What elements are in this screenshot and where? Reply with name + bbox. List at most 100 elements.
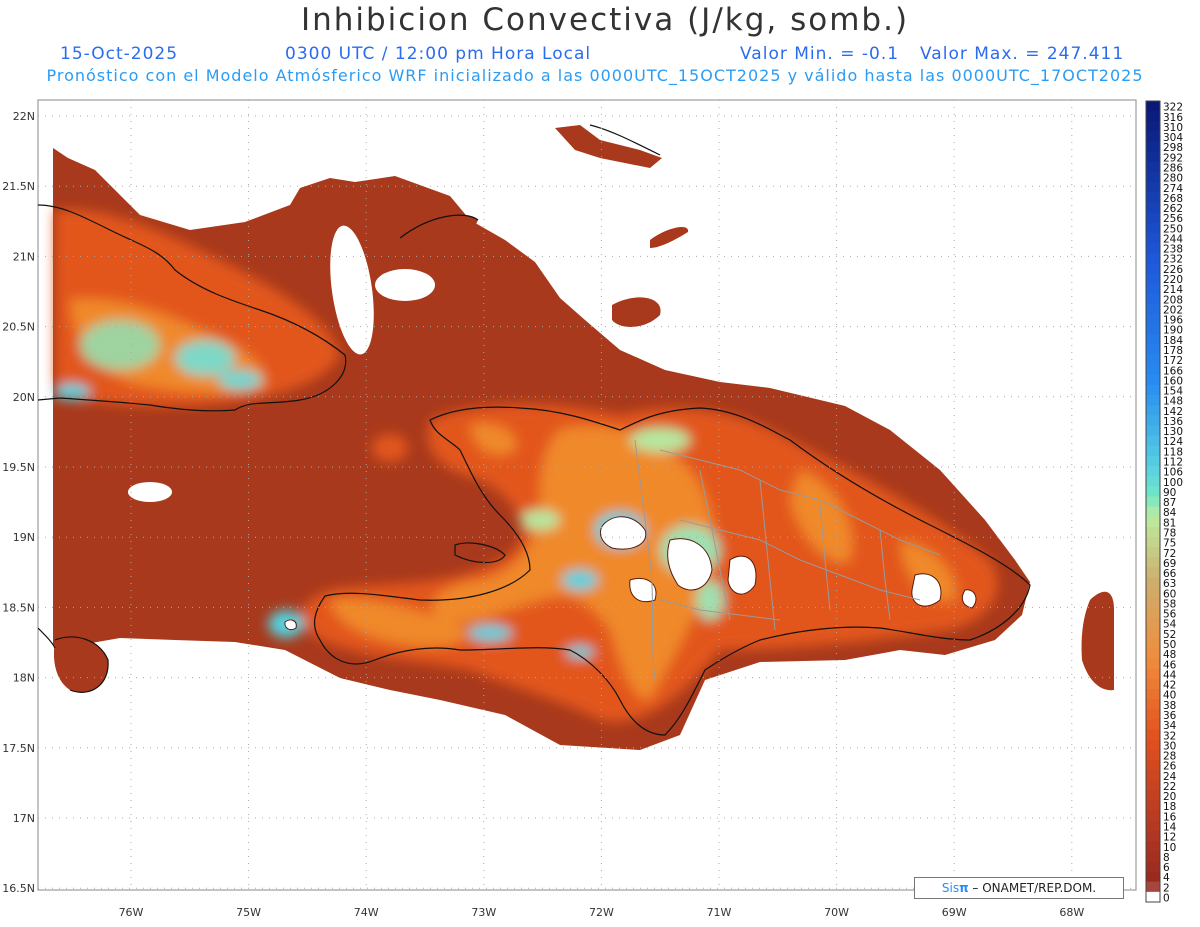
colorbar-swatch	[1146, 324, 1160, 335]
colorbar-label: 42	[1163, 680, 1176, 692]
colorbar-label: 112	[1163, 457, 1183, 469]
colorbar-label: 124	[1163, 436, 1183, 448]
colorbar-swatch	[1146, 607, 1160, 619]
colorbar-swatch	[1146, 881, 1160, 893]
colorbar-label: 244	[1163, 233, 1183, 245]
colorbar-swatch	[1146, 628, 1160, 639]
colorbar-swatch	[1146, 506, 1160, 518]
colorbar: 3223163103042982922862802742682622562502…	[1145, 100, 1183, 905]
colorbar-swatch	[1146, 182, 1160, 193]
lon-label: 76W	[119, 906, 144, 919]
colorbar-swatch	[1146, 800, 1160, 812]
lat-label: 19.5N	[2, 461, 35, 474]
forecast-time: 0300 UTC / 12:00 pm Hora Local	[285, 44, 592, 64]
colorbar-label: 18	[1163, 801, 1176, 813]
colorbar-label: 8	[1163, 852, 1170, 864]
lon-label: 72W	[589, 906, 614, 919]
colorbar-label: 298	[1163, 142, 1183, 154]
colorbar-swatch	[1146, 638, 1160, 650]
colorbar-label: 232	[1163, 254, 1183, 266]
field-white-7	[961, 589, 977, 609]
colorbar-label: 0	[1163, 893, 1170, 905]
field-white-5	[629, 577, 657, 603]
colorbar-swatch	[1146, 648, 1160, 660]
colorbar-swatch	[1146, 425, 1160, 437]
colorbar-swatch	[1146, 435, 1160, 447]
colorbar-swatch	[1146, 678, 1160, 690]
min-value: Valor Min. = -0.1	[740, 44, 900, 64]
colorbar-label: 66	[1163, 568, 1177, 580]
colorbar-label: 78	[1163, 527, 1176, 539]
colorbar-swatch	[1146, 232, 1160, 244]
colorbar-label: 142	[1163, 406, 1183, 418]
colorbar-swatch	[1146, 273, 1160, 285]
colorbar-swatch	[1146, 364, 1160, 376]
colorbar-swatch	[1146, 192, 1160, 203]
colorbar-label: 190	[1163, 325, 1183, 337]
colorbar-swatch	[1146, 871, 1160, 883]
credit-box: Sisπ – ONAMET/REP.DOM.	[914, 877, 1124, 899]
lat-label: 17.5N	[2, 742, 35, 755]
colorbar-label: 87	[1163, 497, 1176, 509]
colorbar-swatch	[1146, 861, 1160, 873]
colorbar-label: 256	[1163, 213, 1183, 225]
lat-lon-grid: 22N 21.5N 21N 20.5N 20N 19.5N 19N 18.5N 18N 17.5N…	[2, 100, 1136, 919]
colorbar-label: 48	[1163, 649, 1176, 661]
colorbar-swatch	[1146, 557, 1160, 568]
colorbar-swatch	[1146, 476, 1160, 487]
lon-label: 71W	[707, 906, 732, 919]
colorbar-swatch	[1146, 222, 1160, 234]
lon-label: 68W	[1059, 906, 1084, 919]
colorbar-label: 60	[1163, 588, 1176, 600]
colorbar-label: 262	[1163, 203, 1183, 215]
colorbar-label: 22	[1163, 781, 1176, 793]
colorbar-label: 58	[1163, 598, 1176, 610]
field-layer	[53, 125, 1114, 750]
colorbar-swatch	[1146, 303, 1160, 315]
colorbar-label: 184	[1163, 335, 1183, 347]
colorbar-swatch	[1146, 405, 1160, 416]
max-value: Valor Max. = 247.411	[920, 44, 1125, 64]
colorbar-swatch	[1146, 831, 1160, 842]
colorbar-label: 72	[1163, 548, 1176, 560]
colorbar-label: 214	[1163, 284, 1183, 296]
colorbar-label: 172	[1163, 355, 1183, 367]
colorbar-label: 6	[1163, 862, 1170, 874]
colorbar-swatch	[1146, 597, 1160, 609]
lat-label: 19N	[13, 531, 35, 544]
lon-label: 74W	[354, 906, 379, 919]
colorbar-swatch	[1146, 749, 1160, 761]
colorbar-swatch	[1146, 770, 1160, 781]
forecast-subtitle: Pronóstico con el Modelo Atmósferico WRF…	[46, 66, 1144, 85]
colorbar-swatch	[1146, 658, 1160, 670]
forecast-date: 15-Oct-2025	[60, 44, 179, 64]
lat-label: 18N	[13, 672, 35, 685]
colorbar-label: 32	[1163, 730, 1176, 742]
colorbar-label: 220	[1163, 274, 1183, 286]
colorbar-swatch	[1146, 253, 1160, 264]
credit-agency: – ONAMET/REP.DOM.	[972, 881, 1097, 895]
colorbar-label: 100	[1163, 477, 1183, 489]
lat-label: 21N	[13, 250, 35, 263]
field-bahamas-2	[400, 215, 478, 262]
colorbar-swatch	[1146, 709, 1160, 720]
colorbar-label: 136	[1163, 416, 1183, 428]
colorbar-label: 160	[1163, 375, 1183, 387]
colorbar-frame	[1145, 100, 1161, 903]
colorbar-swatch	[1146, 516, 1160, 528]
coastlines	[38, 124, 1031, 736]
colorbar-swatch	[1146, 212, 1160, 224]
colorbar-label: 63	[1163, 578, 1176, 590]
colorbar-swatch	[1146, 810, 1160, 822]
colorbar-label: 202	[1163, 304, 1183, 316]
lon-label: 75W	[236, 906, 261, 919]
colorbar-label: 310	[1163, 122, 1183, 134]
colorbar-label: 280	[1163, 173, 1183, 185]
colorbar-label: 154	[1163, 386, 1183, 398]
credit-sis: Sis	[941, 881, 960, 895]
lat-label: 16.5N	[2, 882, 35, 895]
colorbar-swatch	[1146, 354, 1160, 366]
colorbar-swatch	[1146, 851, 1160, 862]
colorbar-label: 268	[1163, 193, 1183, 205]
colorbar-swatch	[1146, 263, 1160, 274]
